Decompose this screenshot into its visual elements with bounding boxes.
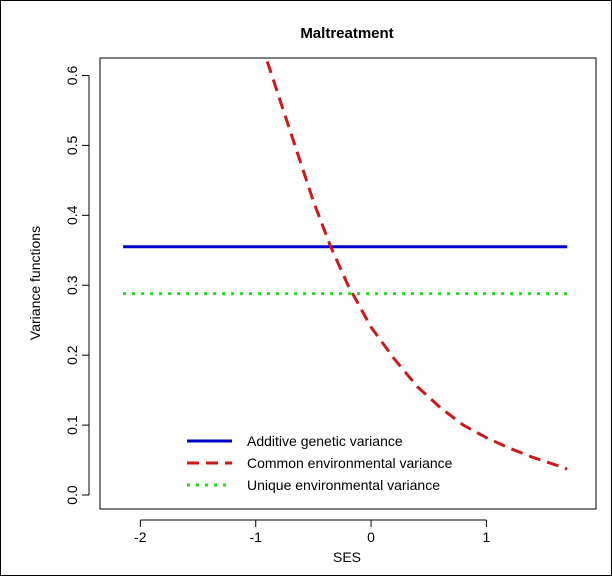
y-tick-label: 0.0 (64, 485, 80, 505)
x-tick-label: -2 (134, 529, 147, 545)
y-axis-label: Variance functions (27, 226, 43, 340)
chart-title: Maltreatment (300, 25, 393, 42)
legend-label-0: Additive genetic variance (247, 433, 403, 449)
y-tick-label: 0.1 (64, 415, 80, 435)
legend: Additive genetic variance Common environm… (187, 433, 453, 493)
y-tick-label: 0.6 (64, 66, 80, 86)
series-group (123, 61, 568, 471)
y-tick-label: 0.2 (64, 345, 80, 365)
y-tick-label: 0.5 (64, 135, 80, 155)
legend-label-2: Unique environmental variance (247, 477, 440, 493)
x-tick-label: 0 (367, 529, 375, 545)
x-tick-label: -1 (249, 529, 262, 545)
x-axis-label: SES (333, 549, 361, 565)
y-tick-label: 0.4 (64, 205, 80, 225)
legend-label-1: Common environmental variance (247, 455, 453, 471)
x-tick-label: 1 (483, 529, 491, 545)
plot-box (99, 57, 597, 510)
axes: -2 -1 0 1 0.0 0.1 0.2 0.3 0.4 0.5 0.6 (64, 66, 491, 545)
series-line-1 (265, 61, 568, 471)
y-tick-label: 0.3 (64, 275, 80, 295)
